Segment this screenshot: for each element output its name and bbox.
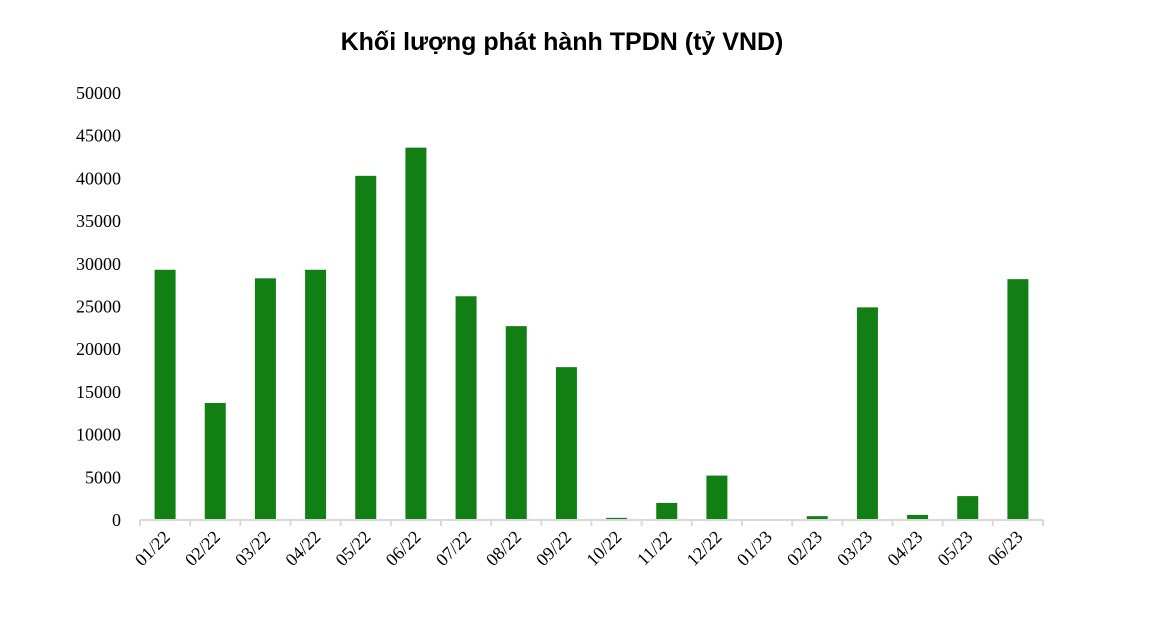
x-tick-label: 03/22 bbox=[231, 527, 274, 570]
bar-08/22 bbox=[505, 326, 527, 520]
bar-02/22 bbox=[204, 403, 226, 520]
bar-10/22 bbox=[606, 517, 628, 520]
bar-12/22 bbox=[706, 475, 728, 520]
y-tick-label: 20000 bbox=[76, 339, 121, 359]
bar-06/22 bbox=[405, 147, 427, 520]
x-tick-label: 01/23 bbox=[733, 527, 776, 570]
x-tick-label: 04/22 bbox=[281, 527, 324, 570]
x-tick-label: 10/22 bbox=[582, 527, 625, 570]
x-tick-label: 12/22 bbox=[683, 527, 726, 570]
x-tick-label: 02/23 bbox=[783, 527, 826, 570]
y-tick-label: 10000 bbox=[76, 425, 121, 445]
chart-title: Khối lượng phát hành TPDN (tỷ VND) bbox=[340, 28, 784, 56]
y-tick-label: 5000 bbox=[85, 467, 121, 487]
bar-01/22 bbox=[154, 269, 176, 520]
x-tick-label: 11/22 bbox=[633, 527, 676, 570]
bar-07/22 bbox=[455, 296, 477, 520]
x-tick-label: 04/23 bbox=[883, 527, 926, 570]
bar-05/22 bbox=[355, 175, 377, 520]
bar-04/22 bbox=[305, 269, 327, 520]
x-tick-label: 06/22 bbox=[382, 527, 425, 570]
y-tick-label: 0 bbox=[112, 510, 121, 530]
bar-03/23 bbox=[856, 307, 878, 520]
y-tick-label: 50000 bbox=[76, 83, 121, 103]
x-tick-label: 08/22 bbox=[482, 527, 525, 570]
bar-03/22 bbox=[254, 278, 276, 520]
y-tick-label: 35000 bbox=[76, 211, 121, 231]
y-tick-label: 25000 bbox=[76, 297, 121, 317]
y-tick-label: 45000 bbox=[76, 126, 121, 146]
bar-09/22 bbox=[555, 367, 577, 520]
x-tick-label: 01/22 bbox=[131, 527, 174, 570]
bar-05/23 bbox=[957, 496, 979, 520]
y-tick-label: 15000 bbox=[76, 382, 121, 402]
y-tick-label: 30000 bbox=[76, 254, 121, 274]
y-tick-label: 40000 bbox=[76, 168, 121, 188]
bar-04/23 bbox=[907, 514, 929, 520]
bar-06/23 bbox=[1007, 279, 1029, 520]
x-tick-label: 05/22 bbox=[331, 527, 374, 570]
x-tick-label: 07/22 bbox=[432, 527, 475, 570]
x-tick-label: 06/23 bbox=[984, 527, 1027, 570]
x-tick-label: 05/23 bbox=[933, 527, 976, 570]
bar-02/23 bbox=[806, 516, 828, 520]
bar-11/22 bbox=[656, 502, 678, 520]
x-tick-label: 09/22 bbox=[532, 527, 575, 570]
x-tick-label: 03/23 bbox=[833, 527, 876, 570]
x-tick-label: 02/22 bbox=[181, 527, 224, 570]
